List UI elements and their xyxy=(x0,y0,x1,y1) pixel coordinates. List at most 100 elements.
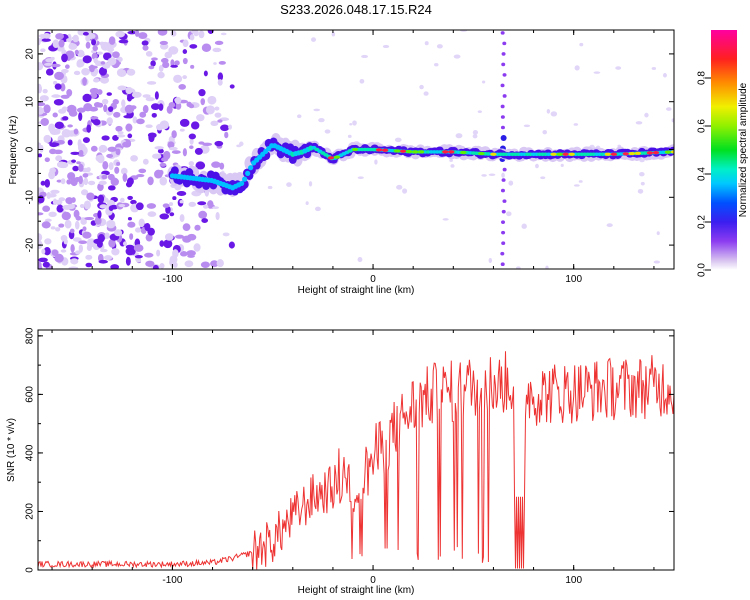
spike-blob xyxy=(501,52,506,56)
noise-speckle xyxy=(133,244,144,252)
noise-speckle xyxy=(157,30,168,36)
noise-speckle xyxy=(73,128,79,135)
faint-speckle xyxy=(347,134,352,139)
noise-speckle xyxy=(125,86,133,95)
noise-speckle xyxy=(38,240,43,250)
noise-speckle xyxy=(107,57,117,66)
noise-speckle xyxy=(194,147,203,155)
noise-speckle xyxy=(179,251,188,257)
noise-speckle xyxy=(115,30,125,38)
spectrogram-y-label: Frequency (Hz) xyxy=(8,116,19,185)
noise-speckle xyxy=(46,193,57,198)
noise-speckle xyxy=(53,98,64,106)
spike-blob xyxy=(501,241,506,245)
spike-blob xyxy=(501,209,506,214)
faint-speckle xyxy=(434,63,439,67)
faint-speckle xyxy=(442,218,449,221)
noise-speckle xyxy=(104,232,110,239)
ridge-hotspot xyxy=(327,156,335,160)
noise-speckle xyxy=(154,169,163,179)
faint-speckle xyxy=(308,181,313,187)
noise-speckle xyxy=(162,203,170,208)
noise-speckle xyxy=(42,261,50,268)
faint-speckle xyxy=(579,42,584,47)
noise-speckle xyxy=(50,189,60,194)
noise-speckle xyxy=(224,131,229,139)
noise-speckle xyxy=(142,94,151,98)
noise-speckle xyxy=(191,121,200,130)
noise-speckle xyxy=(125,256,131,266)
noise-speckle xyxy=(142,45,149,51)
noise-speckle xyxy=(170,64,178,68)
noise-speckle xyxy=(186,250,196,257)
x-tick-label: 100 xyxy=(565,274,582,285)
noise-speckle xyxy=(196,114,205,122)
noise-speckle xyxy=(72,237,82,242)
noise-speckle xyxy=(191,30,197,34)
noise-speckle xyxy=(56,161,66,168)
noise-speckle xyxy=(42,33,51,39)
faint-speckle xyxy=(560,163,564,167)
faint-speckle xyxy=(331,32,336,37)
noise-speckle xyxy=(168,202,174,206)
faint-speckle xyxy=(453,54,461,59)
noise-speckle xyxy=(127,133,133,139)
noise-speckle xyxy=(82,226,87,231)
ridge-hotspot xyxy=(604,152,611,156)
faint-speckle xyxy=(550,111,558,117)
x-tick-label: 100 xyxy=(565,575,582,586)
noise-speckle xyxy=(72,34,79,43)
noise-speckle xyxy=(173,74,183,83)
noise-speckle xyxy=(86,192,95,201)
noise-speckle xyxy=(41,221,51,229)
y-tick-label: 20 xyxy=(25,48,36,60)
noise-speckle xyxy=(108,36,116,45)
noise-speckle xyxy=(190,64,195,69)
noise-speckle xyxy=(67,130,76,137)
noise-speckle xyxy=(159,240,165,247)
noise-speckle xyxy=(84,216,95,221)
noise-speckle xyxy=(86,124,92,133)
faint-speckle xyxy=(635,121,643,125)
ridge-hotspot xyxy=(381,148,389,152)
ridge-core xyxy=(248,165,254,171)
ridge-hotspot xyxy=(628,151,636,156)
spike-blob xyxy=(502,41,507,46)
faint-speckle xyxy=(436,44,443,49)
noise-speckle xyxy=(195,161,206,170)
noise-speckle xyxy=(110,264,120,269)
noise-speckle xyxy=(65,64,70,69)
noise-speckle xyxy=(71,197,76,203)
noise-speckle xyxy=(66,38,72,42)
noise-speckle xyxy=(138,168,147,174)
noise-speckle xyxy=(198,30,205,39)
faint-speckle xyxy=(651,66,657,71)
noise-speckle xyxy=(115,148,121,156)
ridge-hotspot xyxy=(490,152,497,156)
snr-panel: -100 0 100 0 200 400 600 800 Height of straigh… xyxy=(6,327,675,596)
noise-speckle xyxy=(70,151,80,155)
faint-speckle xyxy=(477,110,482,113)
ridge-hotspot xyxy=(442,150,449,154)
noise-speckle xyxy=(101,98,109,105)
noise-speckle xyxy=(38,102,46,107)
noise-speckle xyxy=(98,144,108,153)
noise-speckle xyxy=(186,101,192,108)
noise-speckle xyxy=(39,144,44,153)
noise-speckle xyxy=(108,205,114,211)
x-tick-label: 0 xyxy=(370,575,376,586)
faint-speckle xyxy=(521,223,527,229)
noise-speckle xyxy=(116,161,121,166)
faint-speckle xyxy=(593,71,601,74)
noise-speckle xyxy=(82,93,92,103)
faint-speckle xyxy=(534,163,539,169)
noise-speckle xyxy=(61,211,71,221)
noise-speckle xyxy=(58,39,65,48)
noise-speckle xyxy=(139,111,147,118)
faint-speckle xyxy=(402,188,408,194)
noise-speckle xyxy=(97,183,104,192)
noise-speckle xyxy=(65,197,74,205)
noise-speckle xyxy=(79,203,85,209)
noise-speckle xyxy=(95,154,104,162)
